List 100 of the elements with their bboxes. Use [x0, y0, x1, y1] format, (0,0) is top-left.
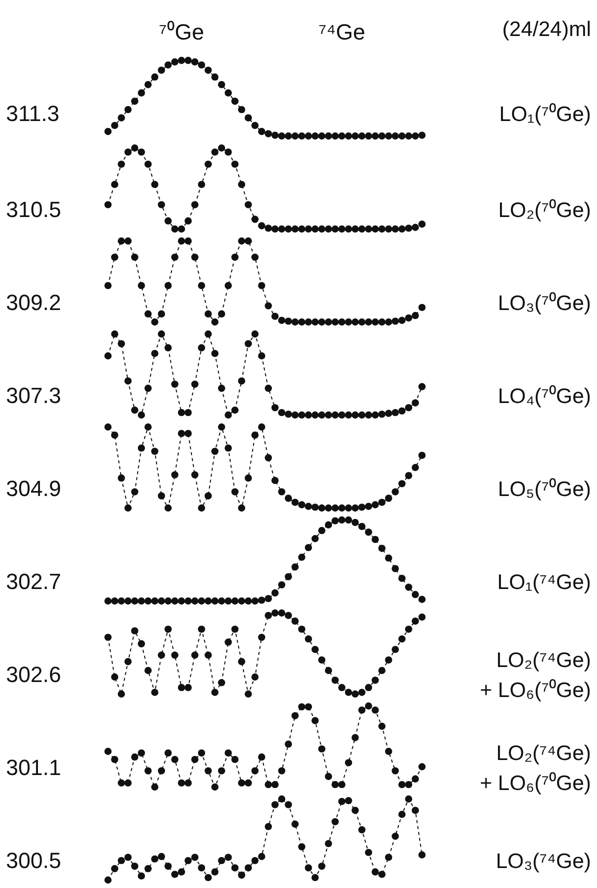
point: [131, 98, 138, 105]
point: [164, 61, 172, 69]
point: [418, 851, 426, 858]
point: [138, 749, 146, 757]
text: 309.2: [6, 290, 62, 316]
point: [204, 330, 212, 338]
point: [384, 656, 392, 664]
point: [405, 404, 412, 412]
point: [164, 862, 172, 870]
point: [118, 237, 125, 245]
point: [378, 498, 386, 506]
point: [412, 590, 419, 598]
point: [244, 690, 252, 698]
point: [131, 406, 138, 414]
point: [211, 318, 218, 326]
point: [318, 132, 326, 140]
point: [184, 856, 192, 864]
point: [231, 488, 239, 496]
point: [231, 864, 239, 872]
point: [344, 225, 352, 233]
point: [304, 132, 312, 140]
point: [298, 626, 306, 633]
point: [352, 806, 359, 814]
point: [191, 471, 198, 478]
point: [151, 597, 158, 605]
point: [392, 225, 399, 233]
text: LO₁(⁷⁰Ge): [499, 102, 591, 128]
point: [412, 464, 419, 472]
point: [312, 132, 319, 140]
point: [384, 494, 392, 502]
point: [258, 222, 266, 230]
point: [138, 597, 146, 605]
point: [358, 132, 366, 140]
point: [184, 430, 192, 438]
point: [184, 56, 192, 64]
point: [118, 474, 125, 482]
point: [312, 646, 319, 654]
point: [104, 748, 112, 755]
point: [358, 522, 366, 530]
point: [418, 304, 426, 312]
point: [372, 706, 379, 714]
point: [352, 690, 359, 698]
point: [318, 862, 326, 870]
text: 302.6: [6, 662, 62, 688]
point: [264, 594, 272, 602]
point: [251, 216, 259, 223]
point: [198, 864, 206, 872]
point: [118, 597, 125, 605]
point: [398, 407, 406, 415]
point: [372, 132, 379, 140]
point: [298, 318, 306, 326]
text: LO₃(⁷⁴Ge): [496, 848, 591, 874]
point: [405, 314, 412, 322]
point: [238, 237, 246, 245]
point: [198, 504, 206, 512]
text: LO₁(⁷⁴Ge): [497, 570, 591, 596]
point: [178, 237, 186, 245]
point: [412, 312, 419, 320]
point: [104, 597, 112, 605]
point: [378, 666, 386, 674]
point: [384, 748, 392, 755]
point: [304, 225, 312, 233]
text: LO₃(⁷⁰Ge): [498, 290, 591, 316]
point: [198, 597, 206, 605]
point: [378, 410, 386, 418]
point: [271, 780, 279, 788]
text: LO₂(⁷⁰Ge): [498, 198, 591, 224]
point: [158, 330, 166, 338]
point: [231, 756, 239, 764]
point: [224, 638, 232, 646]
text: 301.1: [6, 754, 62, 780]
point: [118, 779, 125, 787]
point: [204, 874, 212, 882]
point: [124, 779, 132, 787]
point: [332, 411, 339, 419]
point: [158, 652, 166, 659]
point: [264, 384, 272, 392]
point: [104, 201, 112, 208]
point: [104, 423, 112, 431]
point: [271, 404, 279, 412]
point: [218, 80, 226, 88]
text: LO₂(⁷⁴Ge): [495, 648, 591, 674]
point: [372, 411, 379, 419]
point: [312, 411, 319, 419]
point: [291, 225, 299, 233]
point: [284, 132, 292, 140]
point: [324, 840, 332, 848]
point: [318, 318, 326, 326]
point: [384, 554, 392, 562]
text: 300.5: [6, 848, 62, 874]
point: [318, 745, 326, 753]
point: [138, 282, 146, 290]
point: [278, 609, 286, 617]
point: [364, 318, 372, 326]
point: [324, 521, 332, 528]
point: [364, 411, 372, 419]
point: [291, 712, 299, 720]
point: [231, 406, 239, 414]
point: [352, 411, 359, 419]
point: [258, 423, 266, 431]
